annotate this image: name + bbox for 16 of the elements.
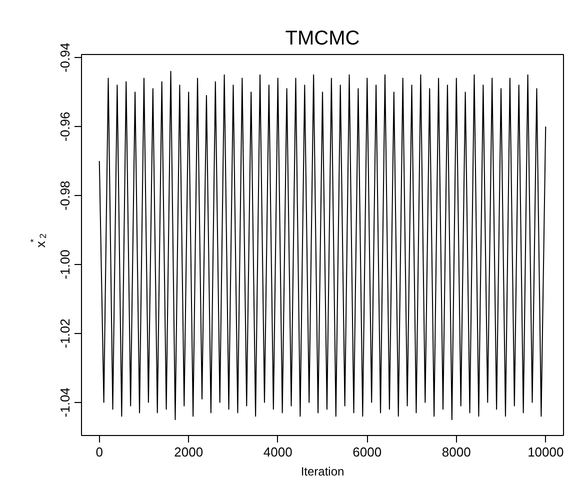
x-tick-label: 8000	[442, 444, 471, 460]
y-tick-label: -1.02	[58, 318, 72, 348]
y-tick-label: -1.04	[58, 388, 72, 418]
chart-title: TMCMC	[285, 28, 360, 50]
x-axis-title: Iteration	[300, 464, 344, 478]
x-tick-label: 4000	[263, 444, 292, 460]
x-tick-label: 10000	[528, 444, 564, 460]
y-tick-label: -0.96	[58, 112, 72, 142]
x-tick-label: 6000	[352, 444, 382, 460]
line-series	[98, 70, 546, 420]
y-tick-label: -1.00	[58, 250, 72, 280]
x-tick-label: 2000	[174, 444, 204, 460]
y-tick-label: -0.98	[58, 180, 72, 210]
y-axis-title: x*2	[28, 233, 48, 248]
y-tick-label: -0.94	[58, 42, 72, 72]
x-tick-label: 0	[96, 444, 103, 460]
